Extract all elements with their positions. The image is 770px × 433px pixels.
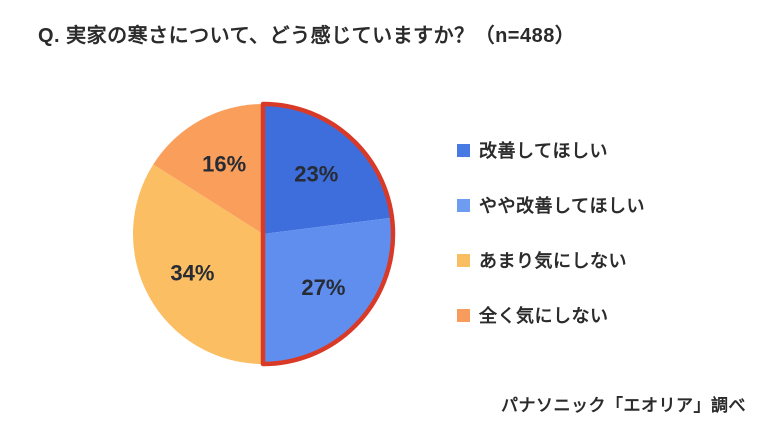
legend-swatch-somewhat-improve xyxy=(457,198,470,212)
chart-title: Q. 実家の寒さについて、どう感じていますか？（n=488） xyxy=(38,25,576,47)
legend-item-not-mind-at-all: 全く気にしない xyxy=(457,303,645,327)
pie-slice-3 xyxy=(153,104,263,234)
legend-item-not-much-mind: あまり気にしない xyxy=(457,248,645,272)
legend-label-improve: 改善してほしい xyxy=(479,141,608,161)
legend-label-not-mind-at-all: 全く気にしない xyxy=(479,306,609,326)
legend: 改善してほしい やや改善してほしい あまり気にしない 全く気にしない xyxy=(457,138,645,358)
legend-label-somewhat-improve: やや改善してほしい xyxy=(479,196,645,216)
pie-slice-label-3: 16% xyxy=(202,151,246,176)
pie-slice-label-2: 34% xyxy=(170,261,214,286)
pie-slice-label-0: 23% xyxy=(294,161,338,186)
legend-item-improve: 改善してほしい xyxy=(457,138,645,162)
legend-item-somewhat-improve: やや改善してほしい xyxy=(457,193,645,217)
highlight-outline xyxy=(260,101,396,367)
pie-slice-2 xyxy=(133,164,263,364)
legend-swatch-improve xyxy=(457,143,470,157)
legend-label-not-much-mind: あまり気にしない xyxy=(479,251,627,271)
source-note: パナソニック「エオリア」調べ xyxy=(501,396,746,415)
pie-slice-label-1: 27% xyxy=(301,275,345,300)
legend-swatch-not-much-mind xyxy=(457,253,470,267)
pie-slice-1 xyxy=(263,217,394,364)
pie-slice-0 xyxy=(263,104,392,234)
legend-swatch-not-mind-at-all xyxy=(457,308,470,322)
